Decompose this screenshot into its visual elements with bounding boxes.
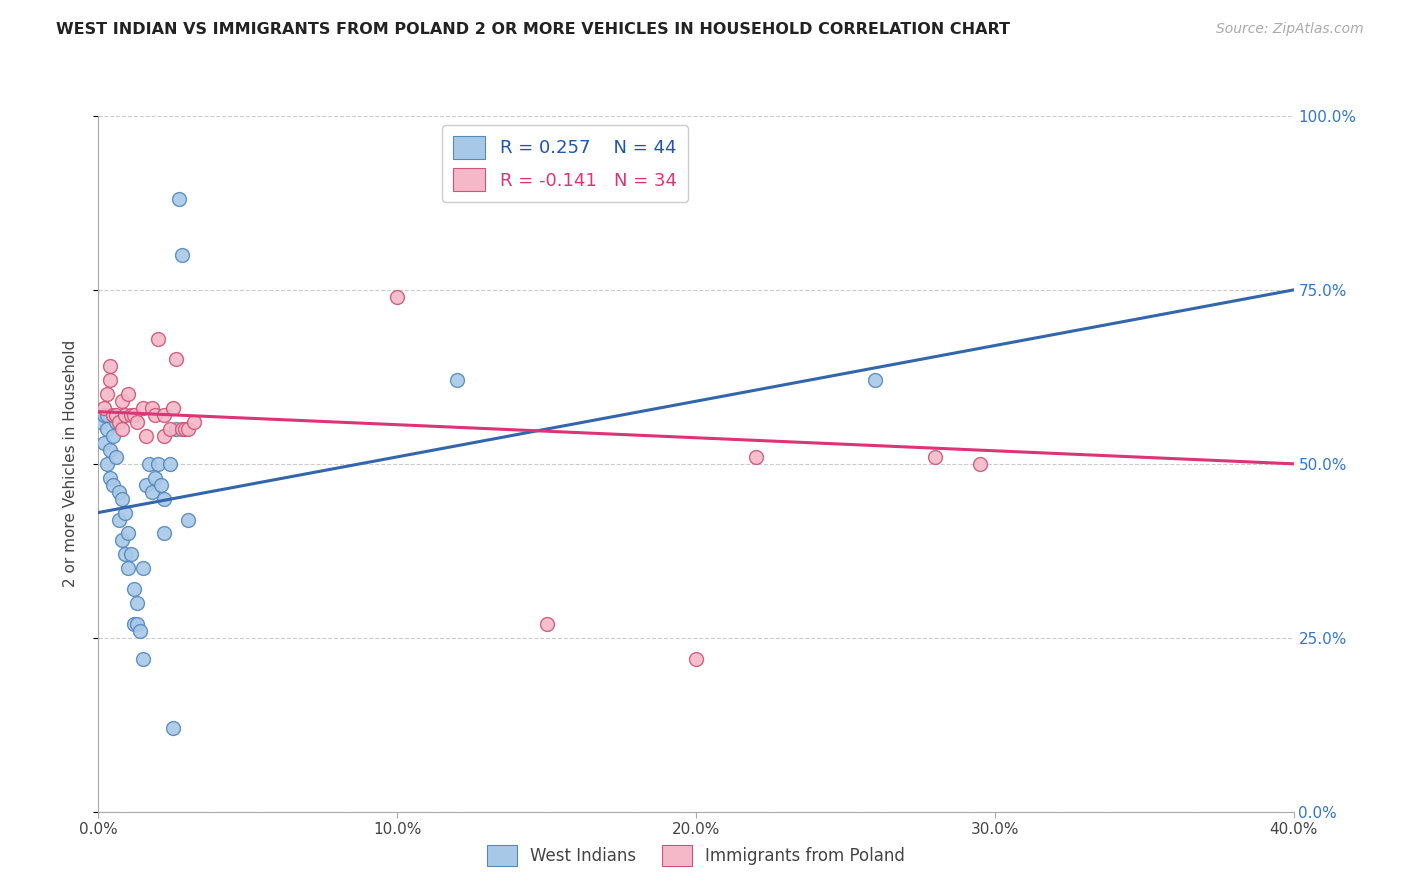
Point	[114, 506, 136, 520]
Point	[103, 477, 125, 491]
Text: WEST INDIAN VS IMMIGRANTS FROM POLAND 2 OR MORE VEHICLES IN HOUSEHOLD CORRELATIO: WEST INDIAN VS IMMIGRANTS FROM POLAND 2 …	[56, 22, 1011, 37]
Point	[100, 373, 122, 387]
Point	[90, 415, 112, 429]
Point	[127, 616, 149, 631]
Point	[111, 491, 134, 506]
Point	[124, 616, 146, 631]
Y-axis label: 2 or more Vehicles in Household: 2 or more Vehicles in Household	[63, 340, 77, 588]
Point	[117, 561, 139, 575]
Point	[100, 359, 122, 374]
Point	[96, 408, 118, 422]
Point	[135, 429, 157, 443]
Point	[174, 422, 197, 436]
Point	[141, 401, 163, 416]
Point	[129, 624, 152, 638]
Point	[177, 512, 200, 526]
Point	[177, 422, 200, 436]
Point	[150, 477, 173, 491]
Point	[153, 526, 176, 541]
Point	[183, 415, 205, 429]
Point	[105, 450, 128, 464]
Point	[111, 533, 134, 548]
Point	[127, 596, 149, 610]
Point	[685, 651, 707, 665]
Point	[111, 394, 134, 409]
Point	[132, 651, 155, 665]
Point	[96, 387, 118, 401]
Point	[165, 352, 187, 367]
Point	[172, 248, 194, 262]
Point	[143, 471, 166, 485]
Point	[153, 491, 176, 506]
Point	[96, 422, 118, 436]
Point	[162, 721, 184, 735]
Point	[93, 436, 115, 450]
Point	[105, 415, 128, 429]
Point	[385, 290, 409, 304]
Point	[132, 561, 155, 575]
Point	[111, 422, 134, 436]
Point	[159, 457, 181, 471]
Text: Source: ZipAtlas.com: Source: ZipAtlas.com	[1216, 22, 1364, 37]
Point	[153, 408, 176, 422]
Point	[165, 422, 187, 436]
Point	[100, 471, 122, 485]
Point	[159, 422, 181, 436]
Point	[103, 429, 125, 443]
Point	[93, 401, 115, 416]
Point	[865, 373, 887, 387]
Point	[124, 408, 146, 422]
Point	[446, 373, 468, 387]
Point	[138, 457, 160, 471]
Point	[120, 408, 142, 422]
Point	[135, 477, 157, 491]
Point	[148, 457, 170, 471]
Point	[117, 526, 139, 541]
Point	[93, 408, 115, 422]
Point	[969, 457, 991, 471]
Point	[114, 547, 136, 561]
Point	[108, 484, 131, 499]
Point	[103, 408, 125, 422]
Point	[96, 457, 118, 471]
Point	[124, 582, 146, 596]
Point	[162, 401, 184, 416]
Point	[108, 415, 131, 429]
Point	[117, 387, 139, 401]
Point	[120, 547, 142, 561]
Point	[114, 408, 136, 422]
Point	[172, 422, 194, 436]
Point	[132, 401, 155, 416]
Legend: West Indians, Immigrants from Poland: West Indians, Immigrants from Poland	[481, 838, 911, 873]
Point	[924, 450, 946, 464]
Point	[153, 429, 176, 443]
Point	[143, 408, 166, 422]
Point	[536, 616, 558, 631]
Point	[167, 193, 190, 207]
Point	[141, 484, 163, 499]
Point	[745, 450, 768, 464]
Point	[100, 442, 122, 457]
Point	[105, 408, 128, 422]
Point	[127, 415, 149, 429]
Point	[148, 332, 170, 346]
Point	[108, 512, 131, 526]
